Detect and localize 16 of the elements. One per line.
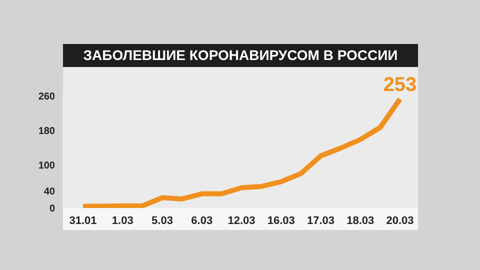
y-tick-label: 100 — [38, 160, 56, 172]
x-tick-label: 31.01 — [69, 214, 97, 227]
x-tick-label: 17.03 — [306, 214, 335, 227]
y-tick-label: 40 — [44, 186, 56, 198]
x-tick-label: 5.03 — [152, 214, 173, 227]
y-tick-label: 260 — [38, 92, 56, 103]
x-tick-label: 12.03 — [228, 214, 256, 227]
x-tick-label: 16.03 — [267, 214, 295, 227]
x-tick-label: 6.03 — [191, 214, 213, 227]
chart-title: ЗАБОЛЕВШИЕ КОРОНАВИРУСОМ В РОССИИ — [63, 44, 418, 67]
data-label: 253 — [383, 74, 417, 96]
x-tick-label: 18.03 — [346, 214, 374, 227]
x-tick-label: 20.03 — [386, 214, 414, 227]
x-tick-label: 1.03 — [112, 214, 134, 227]
y-tick-label: 0 — [49, 204, 56, 215]
y-tick-label: 180 — [38, 126, 56, 138]
